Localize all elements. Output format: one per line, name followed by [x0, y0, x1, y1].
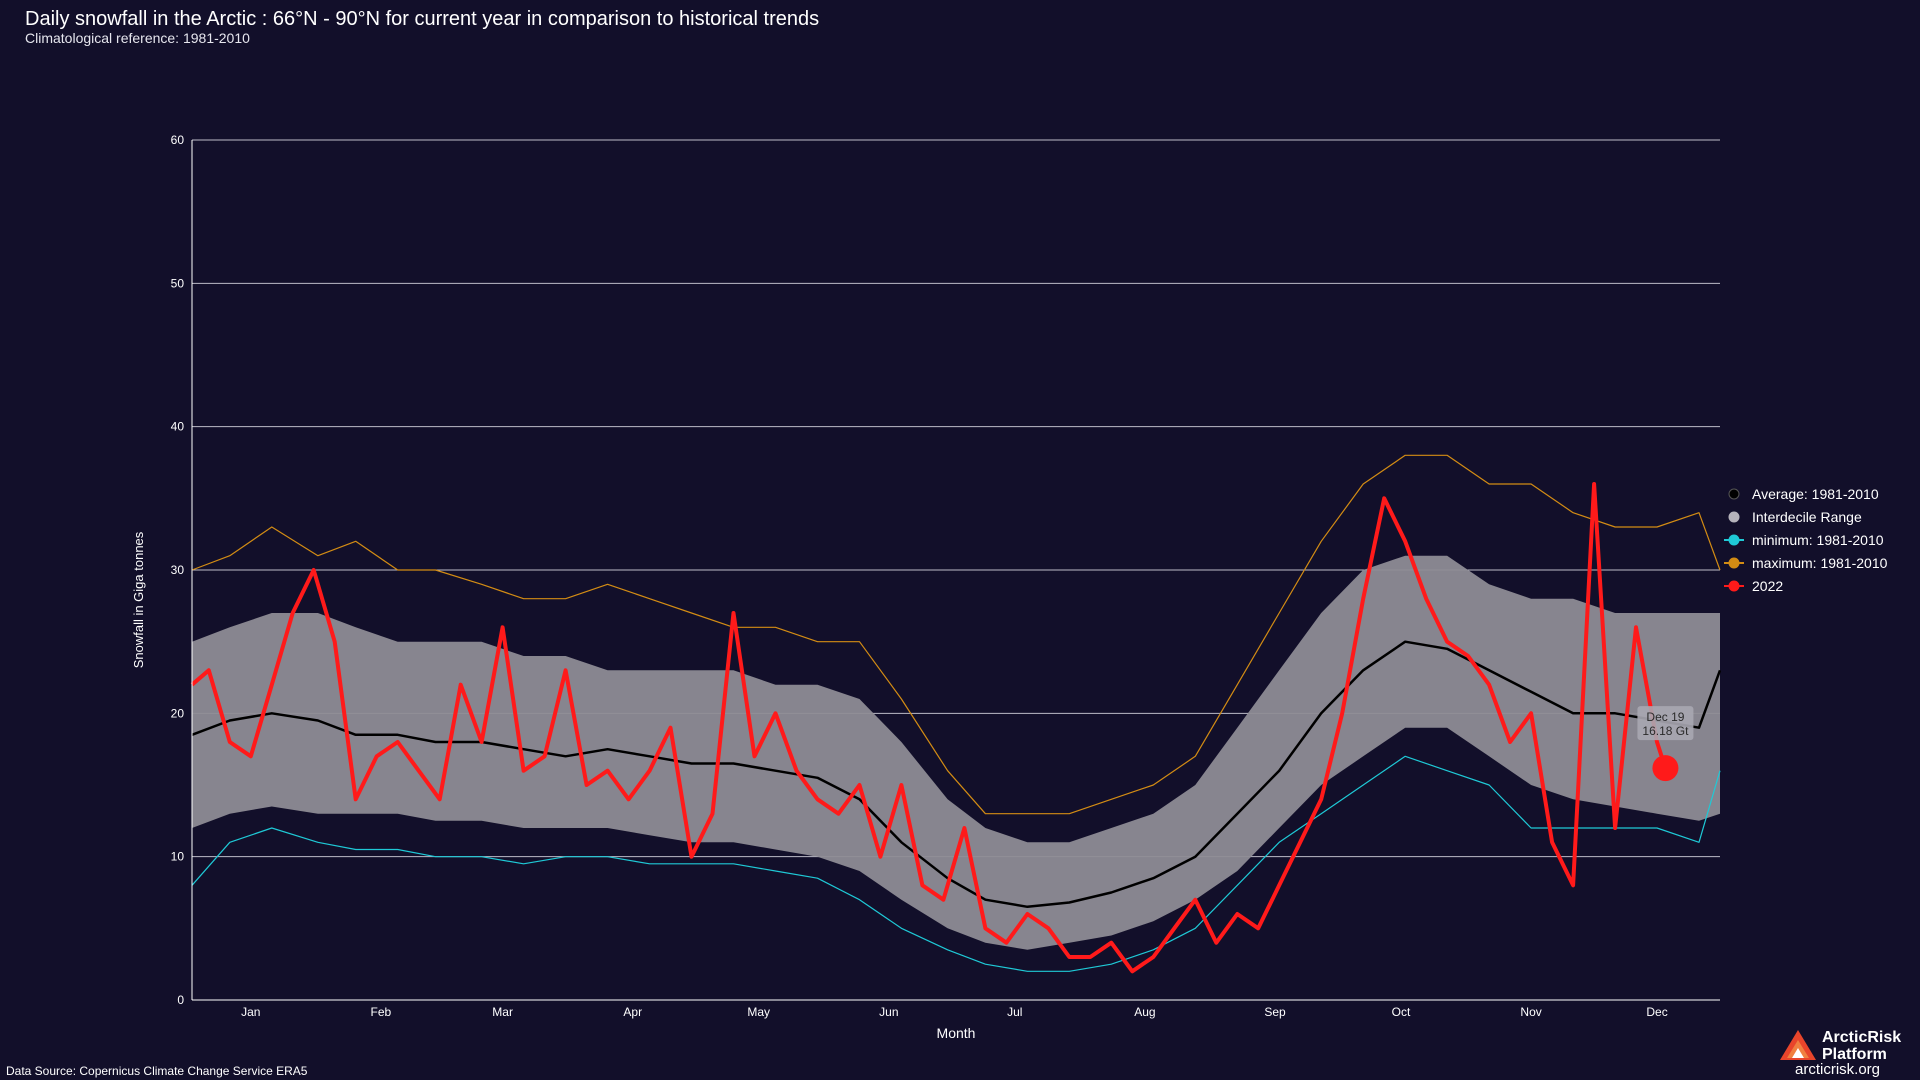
legend-item[interactable]: Average: 1981-2010 — [1728, 486, 1879, 502]
y-tick-label: 30 — [171, 563, 185, 577]
chart-subtitle: Climatological reference: 1981-2010 — [25, 30, 250, 46]
tooltip-box — [1637, 706, 1694, 741]
data-source: Data Source: Copernicus Climate Change S… — [6, 1064, 308, 1078]
axes: 0 10 20 30 40 50 60 Jan Feb Mar Apr May Jun Jul Aug Sep… — [131, 133, 1720, 1041]
y-tick-label: 20 — [171, 706, 185, 720]
legend-marker — [1728, 534, 1740, 546]
x-tick-label: Jan — [241, 1005, 260, 1019]
interdecile-band — [192, 555, 1720, 950]
x-tick-label: Mar — [492, 1005, 513, 1019]
current-year-line — [190, 482, 1668, 974]
legend-item[interactable]: Interdecile Range — [1728, 509, 1862, 525]
legend-item[interactable]: minimum: 1981-2010 — [1724, 532, 1884, 548]
interdecile-band-layer — [192, 555, 1720, 950]
legend: Average: 1981-2010 Interdecile Range minim… — [1724, 486, 1888, 594]
maximum-line — [191, 454, 1721, 815]
y-tick-label: 10 — [171, 850, 185, 864]
x-tick-label: Jun — [879, 1005, 898, 1019]
tooltip-value: 16.18 Gt — [1642, 724, 1689, 738]
average-line — [191, 640, 1722, 909]
x-tick-label: Oct — [1392, 1005, 1411, 1019]
x-tick-label: Nov — [1520, 1005, 1541, 1019]
y-tick-label: 0 — [177, 993, 184, 1007]
x-axis-label: Month — [937, 1025, 976, 1041]
x-tick-label: Dec — [1646, 1005, 1667, 1019]
legend-item[interactable]: 2022 — [1724, 578, 1783, 594]
highlight-point[interactable] — [1652, 755, 1679, 782]
tooltip-date: Dec 19 — [1646, 710, 1684, 724]
brand-url[interactable]: arcticrisk.org — [1795, 1061, 1881, 1078]
legend-marker — [1728, 580, 1740, 592]
x-tick-label: Aug — [1134, 1005, 1155, 1019]
legend-label: Interdecile Range — [1752, 509, 1862, 525]
series-lines-layer — [190, 454, 1722, 974]
legend-marker — [1728, 557, 1740, 569]
chart-title: Daily snowfall in the Arctic : 66°N - 90… — [25, 8, 820, 30]
x-tick-label: Sep — [1264, 1005, 1286, 1019]
x-tick-label: May — [747, 1005, 770, 1019]
x-tick-label: Jul — [1007, 1005, 1022, 1019]
x-tick-label: Apr — [623, 1005, 642, 1019]
legend-marker — [1728, 511, 1740, 523]
y-axis-label: Snowfall in Giga tonnes — [131, 531, 146, 668]
brand-logo[interactable]: ArcticRisk Platform — [1778, 1028, 1908, 1078]
legend-marker — [1728, 488, 1740, 500]
minimum-line — [191, 755, 1721, 972]
legend-label: Average: 1981-2010 — [1752, 486, 1879, 502]
arcticrisk-logo-icon — [1780, 1030, 1816, 1060]
y-tick-label: 60 — [171, 133, 185, 147]
legend-label: minimum: 1981-2010 — [1752, 532, 1884, 548]
legend-item[interactable]: maximum: 1981-2010 — [1724, 555, 1888, 571]
legend-label: 2022 — [1752, 578, 1783, 594]
x-tick-label: Feb — [371, 1005, 392, 1019]
y-tick-label: 40 — [171, 420, 185, 434]
brand-name: ArcticRisk Platform — [1822, 1029, 1902, 1063]
legend-label: maximum: 1981-2010 — [1752, 555, 1888, 571]
y-tick-label: 50 — [171, 276, 185, 290]
